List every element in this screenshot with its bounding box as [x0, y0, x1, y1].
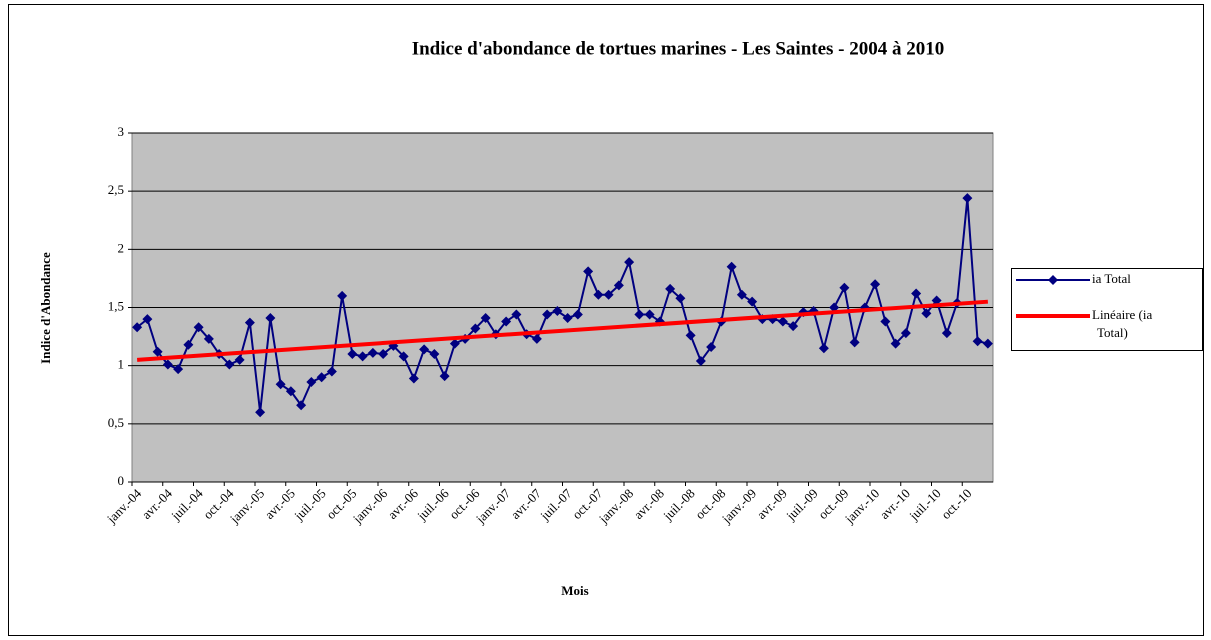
data-point	[941, 328, 952, 339]
data-point	[818, 343, 829, 354]
data-point	[162, 359, 173, 370]
data-point	[849, 337, 860, 348]
data-point	[531, 333, 542, 344]
data-point	[285, 386, 296, 397]
data-point	[419, 344, 430, 355]
data-point	[921, 308, 932, 319]
data-point	[265, 312, 276, 323]
data-point	[644, 309, 655, 320]
data-point	[552, 305, 563, 316]
data-point	[173, 364, 184, 375]
data-point	[972, 336, 983, 347]
data-point	[234, 354, 245, 365]
data-point	[470, 323, 481, 334]
data-point	[275, 379, 286, 390]
data-point	[624, 257, 635, 268]
data-point	[183, 339, 194, 350]
y-tick-label: 2	[118, 240, 125, 255]
data-point	[132, 322, 143, 333]
data-point	[316, 372, 327, 383]
data-point	[439, 371, 450, 382]
data-point	[911, 288, 922, 299]
data-point	[326, 366, 337, 377]
legend-label: Linéaire (ia Total)	[1092, 307, 1152, 340]
data-point	[962, 193, 973, 204]
data-point	[480, 312, 491, 323]
data-point	[603, 289, 614, 300]
legend	[1011, 268, 1203, 351]
data-point	[593, 289, 604, 300]
data-point	[736, 289, 747, 300]
data-point	[511, 309, 522, 320]
y-tick-label: 0,5	[108, 415, 124, 430]
data-point	[398, 351, 409, 362]
data-point	[839, 282, 850, 293]
data-point	[982, 338, 993, 349]
legend-label: ia Total	[1092, 271, 1131, 286]
data-point	[665, 283, 676, 294]
data-point	[777, 316, 788, 327]
data-point	[152, 346, 163, 357]
data-point	[890, 338, 901, 349]
data-point	[613, 280, 624, 291]
data-point	[203, 333, 214, 344]
x-axis-label: Mois	[561, 583, 588, 598]
data-point	[296, 400, 307, 411]
data-point	[562, 312, 573, 323]
data-point	[880, 316, 891, 327]
trendline	[136, 299, 989, 362]
data-point	[501, 316, 512, 327]
data-point	[706, 342, 717, 353]
data-point	[429, 349, 440, 360]
data-point	[244, 317, 255, 328]
series-line	[136, 198, 989, 413]
data-point	[829, 302, 840, 313]
data-point	[675, 293, 686, 304]
data-point	[142, 314, 153, 325]
data-point	[337, 290, 348, 301]
data-point	[542, 309, 553, 320]
y-axis-label: Indice d'Abondance	[38, 252, 53, 364]
data-point	[788, 321, 799, 332]
y-tick-label: 1,5	[108, 298, 124, 313]
y-tick-label: 3	[118, 124, 125, 139]
data-point	[583, 266, 594, 277]
data-point	[224, 359, 235, 370]
data-point	[357, 351, 368, 362]
data-point	[367, 347, 378, 358]
data-point	[306, 376, 317, 387]
data-point	[634, 309, 645, 320]
legend-marker	[1048, 275, 1058, 285]
data-point	[900, 328, 911, 339]
data-point	[870, 279, 881, 290]
data-point	[193, 322, 204, 333]
y-tick-label: 1	[118, 357, 125, 372]
data-point	[747, 296, 758, 307]
y-tick-label: 2,5	[108, 182, 124, 197]
y-tick-label: 0	[118, 473, 125, 488]
chart-title: Indice d'abondance de tortues marines - …	[412, 38, 945, 59]
data-point	[378, 349, 389, 360]
data-point	[255, 407, 266, 418]
data-point	[408, 373, 419, 384]
data-point	[695, 356, 706, 367]
data-point	[726, 261, 737, 272]
data-point	[685, 330, 696, 341]
data-point	[572, 309, 583, 320]
data-point	[449, 338, 460, 349]
data-point	[347, 349, 358, 360]
